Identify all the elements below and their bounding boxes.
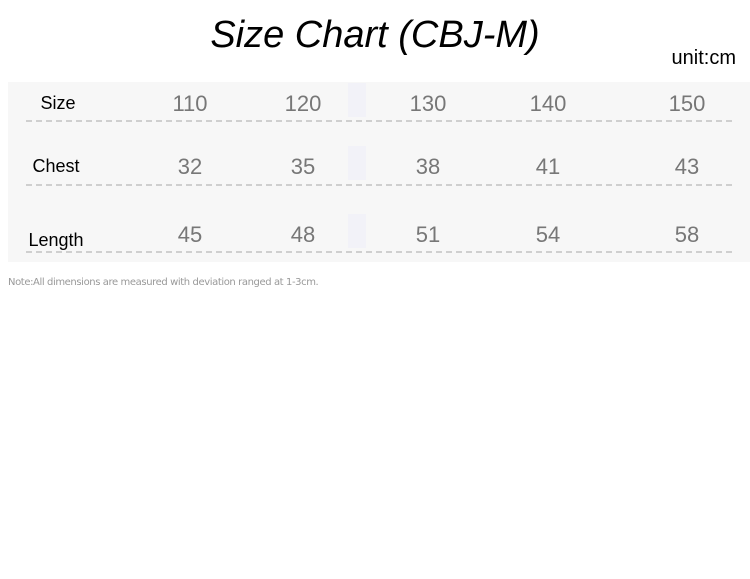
table-cell: 54 xyxy=(535,222,561,247)
column-marker xyxy=(348,214,366,248)
column-marker xyxy=(348,146,366,180)
table-cell: 48 xyxy=(290,222,316,247)
table-row-chest: Chest 32 35 38 41 43 xyxy=(8,146,750,190)
table-cell: 45 xyxy=(177,222,203,247)
row-label: Size xyxy=(40,93,76,113)
row-divider xyxy=(26,184,732,186)
row-label: Chest xyxy=(32,156,80,176)
table-cell: 43 xyxy=(674,154,700,179)
table-row-length: Length 45 48 51 54 58 xyxy=(8,214,750,258)
row-label: Length xyxy=(28,230,84,250)
table-cell: 130 xyxy=(409,91,447,116)
table-cell: 150 xyxy=(668,91,706,116)
note-text: Note:All dimensions are measured with de… xyxy=(8,277,319,288)
table-cell: 51 xyxy=(415,222,441,247)
row-divider xyxy=(26,251,732,253)
page-title: Size Chart (CBJ-M) xyxy=(210,14,540,56)
table-cell: 58 xyxy=(674,222,700,247)
table-cell: 140 xyxy=(529,91,567,116)
row-divider xyxy=(26,120,732,122)
size-table: Size 110 120 130 140 150 Chest 32 35 38 41 43 Length… xyxy=(8,82,750,262)
table-cell: 41 xyxy=(535,154,561,179)
unit-label: unit:cm xyxy=(671,47,736,69)
table-cell: 35 xyxy=(290,154,316,179)
table-row-size: Size 110 120 130 140 150 xyxy=(8,83,750,127)
table-cell: 38 xyxy=(415,154,441,179)
table-cell: 32 xyxy=(177,154,203,179)
table-cell: 120 xyxy=(284,91,322,116)
column-marker xyxy=(348,83,366,117)
table-cell: 110 xyxy=(172,91,208,116)
